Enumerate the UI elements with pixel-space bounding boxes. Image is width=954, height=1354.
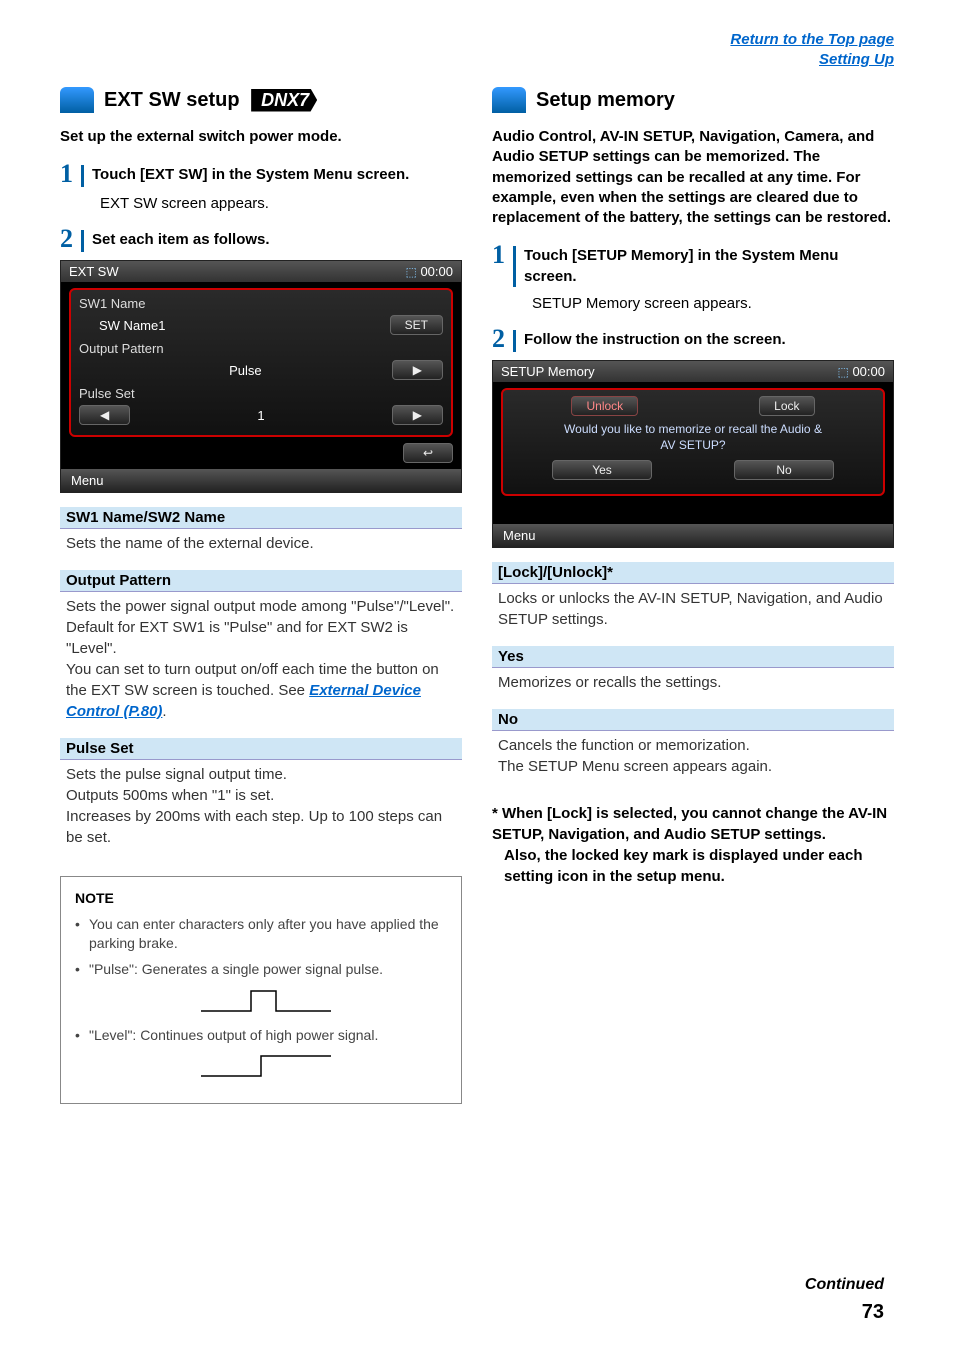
back-button[interactable]: ↩: [403, 443, 453, 463]
pulse-value: 1: [257, 408, 264, 423]
note-item-1: You can enter characters only after you …: [75, 915, 447, 954]
menu-button[interactable]: Menu: [71, 473, 104, 488]
setup-memory-heading: Setup memory: [492, 87, 894, 113]
setup-memory-title: Setup memory: [536, 89, 675, 112]
return-link[interactable]: Return to the Top page: [730, 31, 894, 48]
output-body1: Sets the power signal output mode among …: [66, 598, 454, 657]
setting-link[interactable]: Setting Up: [819, 51, 894, 68]
output-header: Output Pattern: [60, 570, 462, 592]
step-number: 1: [492, 242, 505, 287]
heading-bar-icon: [60, 87, 94, 113]
step-number: 2: [492, 326, 505, 352]
no-body2: The SETUP Menu screen appears again.: [498, 758, 772, 775]
right-arrow-button[interactable]: ▶: [392, 360, 443, 380]
right-column: Setup memory Audio Control, AV-IN SETUP,…: [492, 87, 894, 1104]
note-box: NOTE You can enter characters only after…: [60, 876, 462, 1104]
screenshot-clock: 00:00: [420, 264, 453, 279]
continued-label: Continued: [805, 1276, 884, 1294]
left-arrow-button[interactable]: ◀: [79, 405, 130, 425]
footnote-p2: Also, the locked key mark is displayed u…: [492, 845, 894, 887]
setup-memory-screenshot: SETUP Memory ⬚ 00:00 Unlock Lock Would y…: [492, 360, 894, 548]
titlebar-icon: ⬚: [837, 365, 848, 379]
right-step-1-sub: SETUP Memory screen appears.: [532, 295, 894, 312]
right-step-2: 2 Follow the instruction on the screen.: [492, 326, 894, 352]
lock-header: [Lock]/[Unlock]*: [492, 562, 894, 584]
step-text: Touch [EXT SW] in the System Menu screen…: [92, 161, 409, 187]
note-title: NOTE: [75, 889, 447, 909]
pulse-label: Pulse Set: [79, 386, 135, 401]
set-button[interactable]: SET: [390, 315, 443, 335]
left-step-1-sub: EXT SW screen appears.: [100, 195, 462, 212]
step-text: Touch [SETUP Memory] in the System Menu …: [524, 242, 894, 287]
ext-sw-intro: Set up the external switch power mode.: [60, 127, 462, 147]
no-header: No: [492, 709, 894, 731]
ext-sw-title: EXT SW setup: [104, 89, 240, 111]
no-body1: Cancels the function or memorization.: [498, 737, 750, 754]
output-label: Output Pattern: [79, 341, 164, 356]
yes-header: Yes: [492, 646, 894, 668]
ext-sw-screenshot: EXT SW ⬚ 00:00 SW1 Name SW Name1 SET Out…: [60, 260, 462, 493]
note-item-2: "Pulse": Generates a single power signal…: [75, 960, 447, 980]
menu-button[interactable]: Menu: [503, 528, 536, 543]
pulse-body3: Increases by 200ms with each step. Up to…: [66, 808, 442, 846]
footnote-p1: * When [Lock] is selected, you cannot ch…: [492, 805, 887, 843]
setup-memory-intro: Audio Control, AV-IN SETUP, Navigation, …: [492, 127, 894, 228]
sw1name-value: SW Name1: [99, 318, 165, 333]
yes-button[interactable]: Yes: [552, 460, 652, 480]
pulse-body1: Sets the pulse signal output time.: [66, 766, 287, 783]
titlebar-icon: ⬚: [405, 265, 416, 279]
left-column: EXT SW setup DNX7 Set up the external sw…: [60, 87, 462, 1104]
output-body2b: .: [162, 703, 166, 720]
pulse-diagram-icon: [161, 986, 361, 1016]
dnx7-tag: DNX7: [251, 89, 317, 112]
step-number: 1: [60, 161, 73, 187]
pulse-header: Pulse Set: [60, 738, 462, 760]
step-text: Follow the instruction on the screen.: [524, 326, 786, 352]
memory-msg-1: Would you like to memorize or recall the…: [511, 422, 875, 436]
heading-bar-icon: [492, 87, 526, 113]
unlock-button[interactable]: Unlock: [571, 396, 638, 416]
screenshot-title: SETUP Memory: [501, 364, 595, 379]
page-number: 73: [862, 1301, 884, 1324]
screenshot-clock: 00:00: [852, 364, 885, 379]
screenshot-title: EXT SW: [69, 264, 119, 279]
sw1name-label: SW1 Name: [79, 296, 145, 311]
swname-header: SW1 Name/SW2 Name: [60, 507, 462, 529]
ext-sw-heading: EXT SW setup DNX7: [60, 87, 462, 113]
output-value: Pulse: [99, 363, 392, 378]
left-step-1: 1 Touch [EXT SW] in the System Menu scre…: [60, 161, 462, 187]
top-links: Return to the Top page Setting Up: [60, 30, 894, 69]
left-step-2: 2 Set each item as follows.: [60, 226, 462, 252]
step-text: Set each item as follows.: [92, 226, 270, 252]
right-arrow-button[interactable]: ▶: [392, 405, 443, 425]
note-item-3: "Level": Continues output of high power …: [75, 1026, 447, 1046]
no-button[interactable]: No: [734, 460, 834, 480]
lock-footnote: * When [Lock] is selected, you cannot ch…: [492, 803, 894, 887]
right-step-1: 1 Touch [SETUP Memory] in the System Men…: [492, 242, 894, 287]
lock-body: Locks or unlocks the AV-IN SETUP, Naviga…: [492, 584, 894, 640]
level-diagram-icon: [161, 1051, 361, 1081]
yes-body: Memorizes or recalls the settings.: [492, 668, 894, 703]
memory-msg-2: AV SETUP?: [511, 438, 875, 452]
swname-body: Sets the name of the external device.: [60, 529, 462, 564]
lock-button[interactable]: Lock: [759, 396, 814, 416]
step-number: 2: [60, 226, 73, 252]
pulse-body2: Outputs 500ms when "1" is set.: [66, 787, 274, 804]
